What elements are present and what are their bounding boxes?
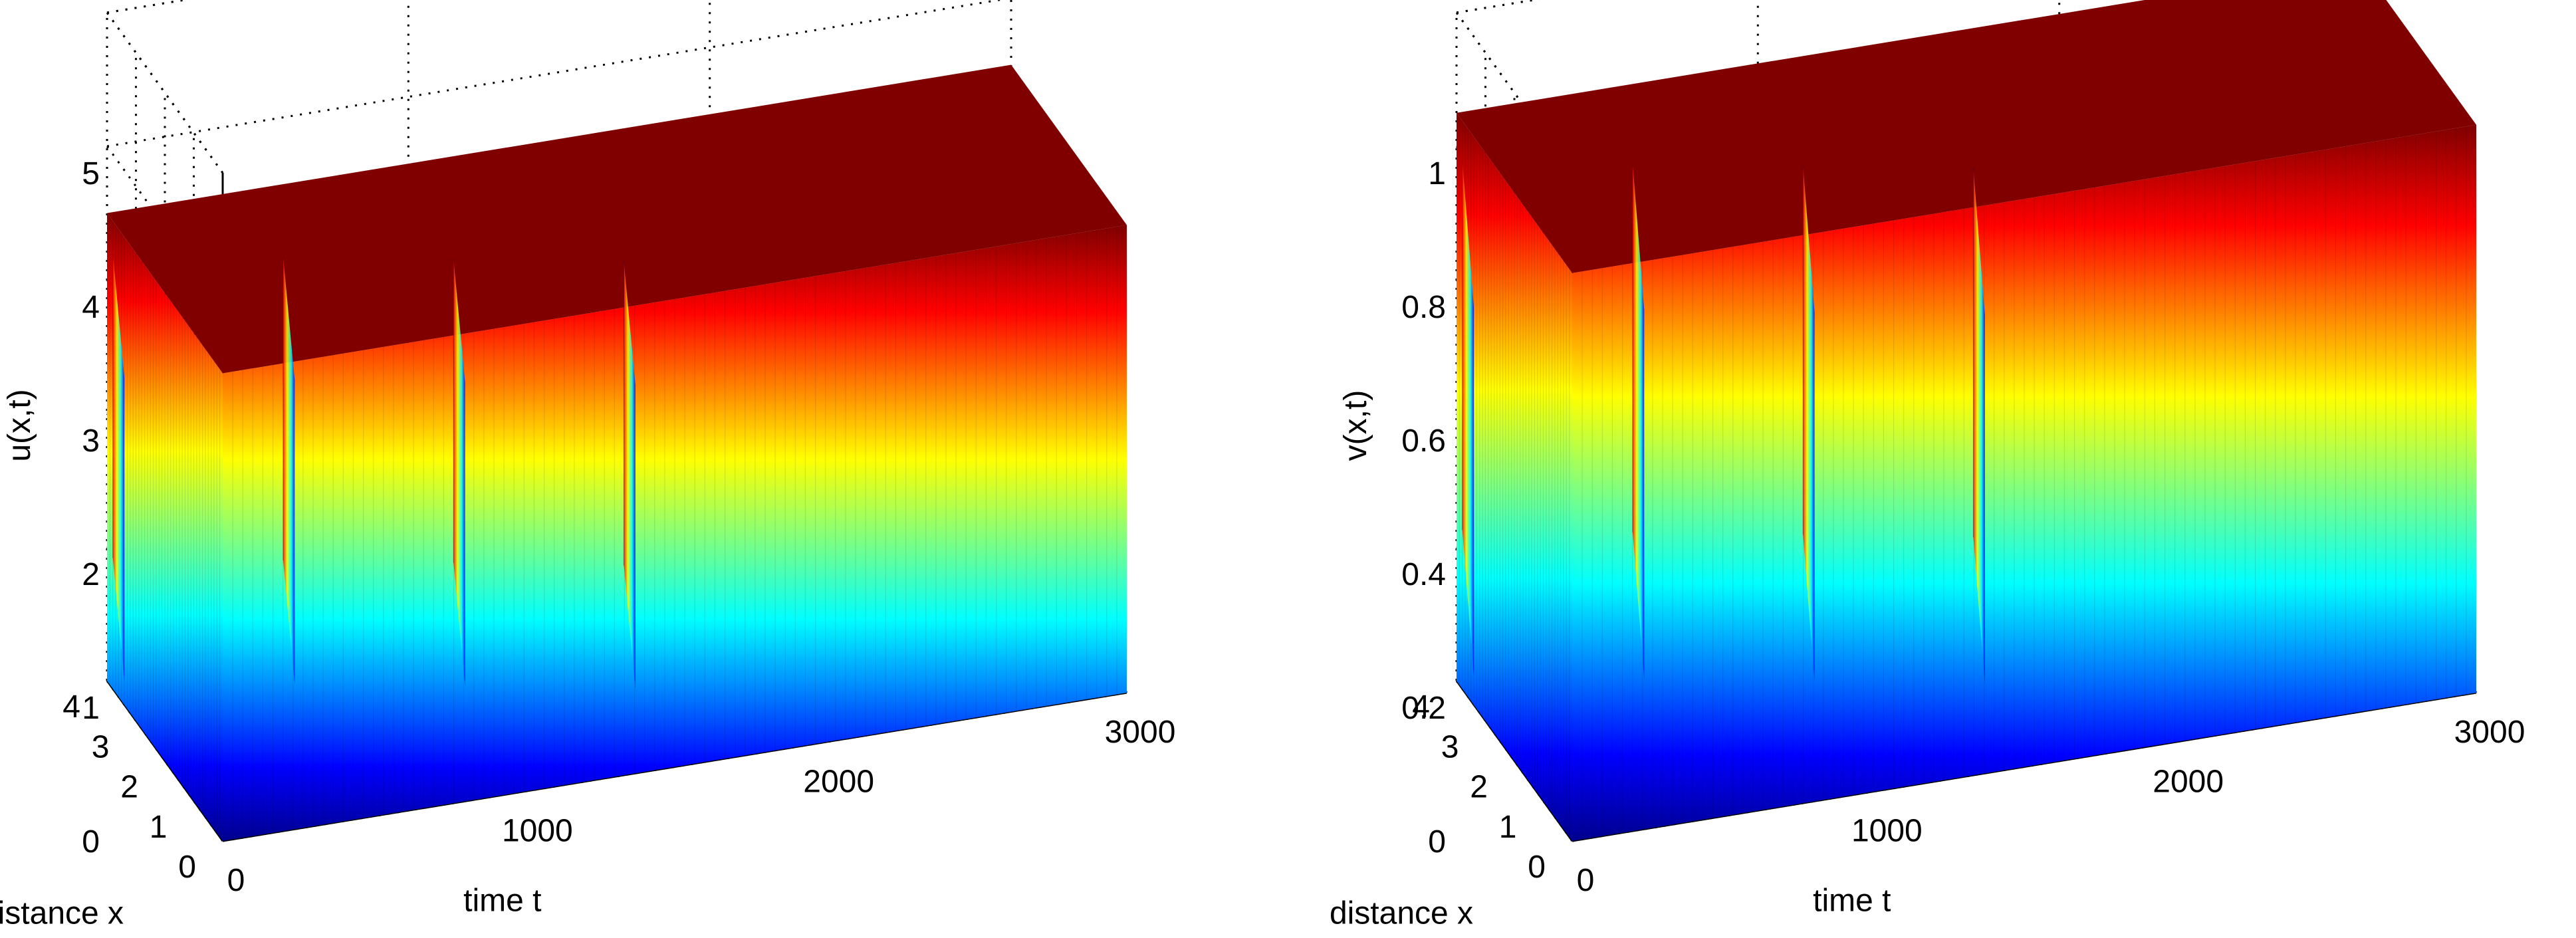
ridge-panel (1973, 168, 1985, 684)
z-axis-label: u(x,t) (2, 389, 37, 461)
grid-line-z (106, 0, 191, 14)
z-tick-label: 0.4 (1401, 557, 1446, 592)
t-tick-label: 0 (1577, 863, 1595, 898)
x-tick-label: 0 (1528, 850, 1546, 885)
t-tick-label: 1000 (502, 814, 573, 849)
ridge-panel (1803, 166, 1815, 681)
z-tick-label: 0.6 (1401, 423, 1446, 459)
ridge-panel (112, 253, 125, 681)
z-tick-label: 0.2 (1401, 691, 1446, 726)
surface (1457, 0, 2476, 841)
z-tick-label: 0.8 (1401, 290, 1446, 325)
z-tick-label: 1 (82, 691, 100, 726)
surface-plateau (1457, 0, 2476, 273)
surface-face-t (1572, 124, 2476, 841)
v-surface-plot: 00.20.40.60.81012340100020003000v(x,t)di… (1330, 0, 2525, 931)
ridge-panel (1462, 160, 1474, 677)
z-tick-label: 1 (1428, 156, 1446, 191)
x-tick-label: 4 (1412, 689, 1430, 725)
z-tick-label: 4 (82, 290, 100, 325)
surface-face-x (107, 213, 223, 841)
x-tick-label: 2 (120, 770, 138, 805)
grid-line-top (106, 0, 191, 14)
ridge-panel (1632, 163, 1645, 679)
ridge-panel (283, 256, 295, 684)
x-tick-label: 3 (92, 729, 110, 764)
t-axis-label: time t (1813, 883, 1891, 919)
z-tick-label: 5 (82, 156, 100, 191)
ridge-panel (453, 259, 465, 687)
t-tick-label: 2000 (803, 764, 874, 799)
t-tick-label: 0 (227, 863, 245, 898)
t-tick-label: 3000 (2454, 715, 2525, 750)
axis-labels: v(x,t) distance x time t (1330, 390, 1891, 931)
t-tick-label: 2000 (2153, 764, 2224, 799)
axis-labels: u(x,t) distance x time t (0, 389, 541, 931)
t-tick-label: 1000 (1851, 814, 1923, 849)
x-tick-label: 1 (1499, 810, 1517, 845)
transient-ridges (1462, 160, 1985, 684)
surface-mesh (109, 217, 1117, 840)
x-tick-label: 1 (150, 810, 168, 845)
surface (107, 64, 1127, 841)
z-tick-label: 3 (82, 423, 100, 459)
ridge-panel (624, 261, 636, 689)
z-tick-label: 2 (82, 557, 100, 592)
t-axis-label: time t (463, 883, 541, 919)
z-axis-label: v(x,t) (1338, 390, 1373, 461)
x-axis-label: distance x (0, 896, 124, 931)
grid-line-z (106, 0, 1005, 148)
surface-face-t (223, 225, 1127, 841)
x-tick-label: 2 (1470, 770, 1488, 805)
z-tick-label: 0 (82, 824, 100, 860)
x-tick-label: 3 (1441, 729, 1459, 764)
surface-face-x (1457, 112, 1572, 841)
t-tick-label: 3000 (1105, 715, 1176, 750)
z-tick-label: 0 (1428, 824, 1446, 860)
x-axis-label: distance x (1330, 896, 1473, 931)
transient-ridges (112, 253, 636, 689)
x-tick-label: 4 (62, 689, 80, 725)
x-tick-label: 0 (178, 850, 196, 885)
surface-plateau (107, 64, 1127, 374)
grid-line-top (106, 12, 224, 174)
